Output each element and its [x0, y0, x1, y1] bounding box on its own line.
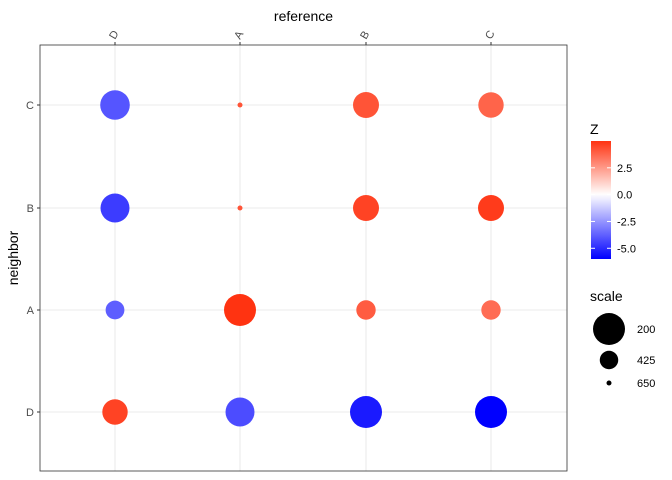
size-legend: scale 200 425 650 — [590, 288, 655, 390]
plot-panel — [40, 45, 567, 471]
y-tick-label-B: B — [27, 203, 34, 215]
x-tick-label-C: C — [483, 29, 497, 42]
y-axis-title: neighbor — [5, 230, 21, 285]
y-tick-label-D: D — [26, 407, 34, 419]
x-tick-label-D: D — [107, 29, 121, 42]
colorbar-ticks: 2.5 0.0 -2.5 -5.0 — [591, 163, 636, 255]
size-legend-label-200: 200 — [637, 324, 655, 336]
point-B-B — [353, 195, 379, 221]
colorbar — [591, 141, 611, 259]
point-A-A — [224, 294, 256, 326]
x-axis-title: reference — [274, 8, 333, 24]
point-D-B — [100, 193, 130, 223]
size-legend-label-425: 425 — [637, 355, 655, 367]
color-legend: Z 2.5 0.0 -2.5 -5.0 — [590, 121, 636, 259]
x-tick-label-B: B — [358, 29, 372, 41]
y-axis-ticks: C B A D — [26, 100, 40, 419]
colorbar-label-2: -2.5 — [617, 216, 636, 228]
point-B-A — [356, 300, 376, 320]
colorbar-label-3: -5.0 — [617, 243, 636, 255]
point-B-C — [353, 92, 379, 118]
point-A-C — [237, 102, 243, 108]
y-tick-label-A: A — [27, 305, 35, 317]
point-C-B — [478, 195, 504, 221]
panel-background — [40, 45, 567, 471]
point-B-D — [350, 396, 382, 428]
point-D-D — [102, 399, 128, 425]
color-legend-title: Z — [590, 121, 599, 137]
data-points — [100, 90, 507, 428]
point-D-A — [105, 300, 125, 320]
x-tick-label-A: A — [232, 29, 246, 42]
point-D-C — [100, 90, 130, 120]
size-legend-key-650 — [606, 380, 612, 386]
point-C-C — [478, 92, 504, 118]
size-legend-key-425 — [599, 350, 619, 370]
point-C-A — [481, 300, 501, 320]
colorbar-label-1: 0.0 — [617, 190, 632, 202]
size-legend-label-650: 650 — [637, 378, 655, 390]
panel-border — [39, 44, 568, 472]
y-tick-label-C: C — [26, 100, 34, 112]
size-legend-title: scale — [590, 288, 623, 304]
colorbar-label-0: 2.5 — [617, 163, 632, 175]
point-C-D — [475, 396, 507, 428]
size-legend-items: 200 425 650 — [593, 313, 655, 390]
size-legend-key-200 — [593, 313, 625, 345]
point-A-B — [237, 205, 243, 211]
point-A-D — [225, 397, 255, 427]
